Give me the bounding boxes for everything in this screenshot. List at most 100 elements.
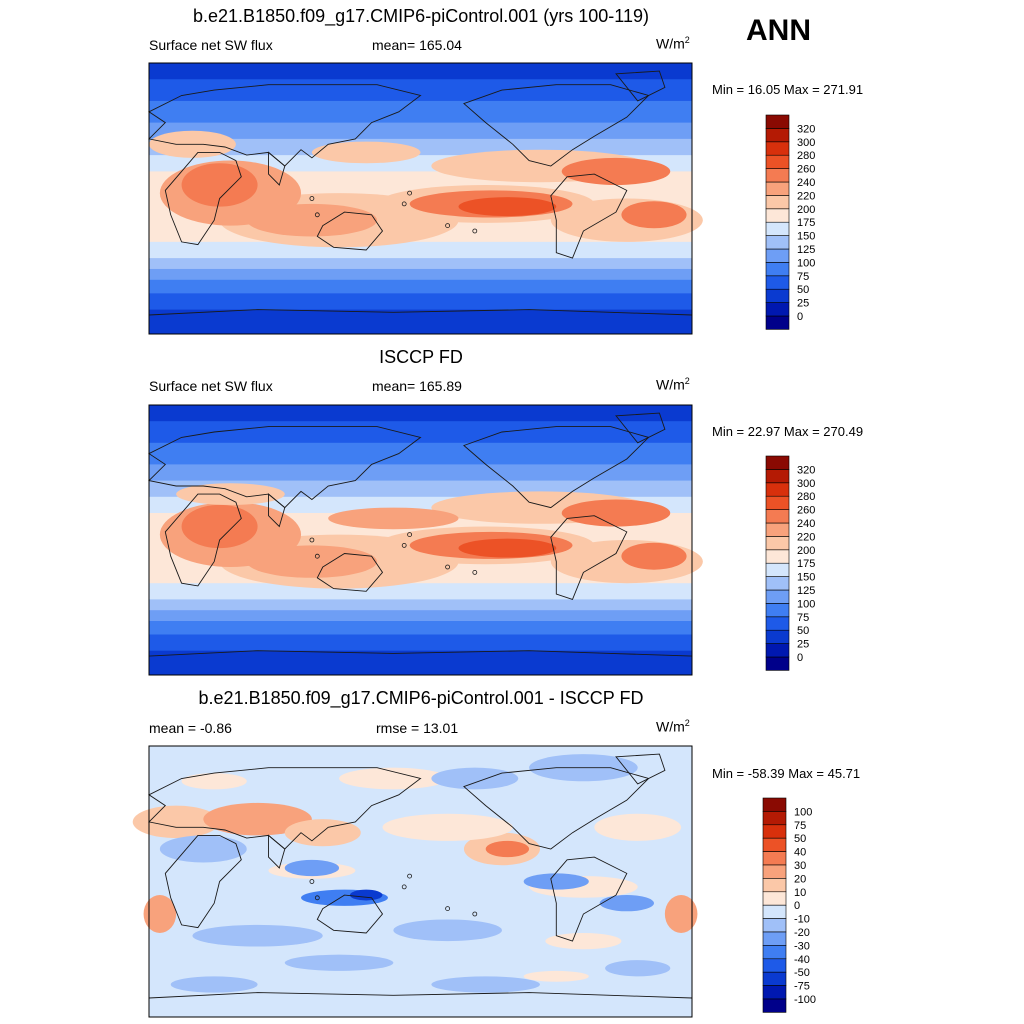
- field-contour: [328, 507, 459, 530]
- field-band: [149, 656, 692, 675]
- panel-2-units: W/m2: [656, 376, 690, 393]
- coastline: [309, 879, 315, 884]
- panel-3-minmax: Min = -58.39 Max = 45.71: [712, 766, 861, 781]
- field-contour: [523, 873, 589, 890]
- colorbar-box: [762, 797, 787, 812]
- coastline: [407, 532, 413, 538]
- colorbar-tick-label: 50: [797, 284, 809, 296]
- field-contour: [339, 767, 448, 790]
- colorbar-box: [765, 128, 790, 143]
- coastline: [463, 426, 650, 509]
- colorbar-box: [765, 629, 790, 644]
- colorbar-box: [765, 562, 790, 577]
- field-band: [149, 268, 692, 281]
- colorbar-tick-label: 300: [797, 478, 815, 490]
- field-contour: [621, 201, 687, 229]
- field-band: [149, 122, 692, 140]
- coastline: [164, 834, 242, 929]
- coastline: [314, 212, 320, 218]
- coastline: [148, 84, 422, 167]
- coastline: [615, 70, 666, 102]
- colorbar-box: [765, 114, 790, 129]
- coastline: [148, 992, 693, 999]
- coastline: [314, 553, 320, 559]
- map-frame: [148, 745, 693, 1018]
- field-band: [149, 599, 692, 611]
- colorbar-tick-label: 0: [794, 900, 800, 912]
- colorbar-box: [762, 891, 787, 906]
- panel-2-title: ISCCP FD: [379, 347, 463, 367]
- field-contour: [605, 960, 671, 977]
- colorbar-box: [762, 824, 787, 839]
- colorbar-box: [765, 656, 790, 671]
- coastline: [316, 894, 384, 934]
- coastline: [268, 493, 286, 528]
- colorbar-tick-label: 0: [797, 652, 803, 664]
- field-contour: [181, 163, 258, 207]
- coastline: [407, 190, 413, 196]
- colorbar-tick-label: 280: [797, 150, 815, 162]
- coastline: [463, 84, 650, 167]
- field-contour: [284, 819, 361, 847]
- colorbar-tick-label: 175: [797, 217, 815, 229]
- field-contour: [203, 802, 312, 836]
- coastline: [463, 767, 650, 850]
- coastline: [550, 856, 628, 942]
- coastline: [268, 151, 286, 186]
- coastline: [148, 650, 693, 657]
- field-contour: [561, 499, 671, 527]
- field-contour: [393, 919, 502, 942]
- coastline: [316, 553, 384, 592]
- colorbar-box: [765, 181, 790, 196]
- colorbar-box: [765, 536, 790, 551]
- coastline: [401, 542, 407, 548]
- field-contour: [458, 538, 557, 558]
- colorbar-tick-label: 150: [797, 231, 815, 243]
- field-contour: [485, 840, 530, 858]
- field-band: [149, 442, 692, 465]
- field-band: [149, 79, 692, 102]
- coastline: [148, 767, 422, 850]
- field-contour: [599, 895, 654, 912]
- colorbar-box: [765, 248, 790, 263]
- field-contour: [594, 813, 682, 841]
- coastline: [309, 537, 315, 543]
- colorbar-box: [765, 509, 790, 524]
- colorbar-box: [765, 455, 790, 470]
- colorbar-tick-label: 100: [794, 806, 812, 818]
- field-contour: [621, 542, 687, 570]
- colorbar-tick-label: 320: [797, 123, 815, 135]
- colorbar-box: [762, 878, 787, 893]
- colorbar-box: [765, 589, 790, 604]
- coastline: [407, 873, 413, 879]
- colorbar-tick-label: 75: [797, 271, 809, 283]
- coastline: [550, 515, 628, 600]
- panel-2-mean-label: mean= 165.89: [372, 378, 462, 394]
- field-contour: [523, 970, 589, 982]
- field-band: [149, 583, 692, 600]
- field-contour: [143, 895, 177, 933]
- field-contour: [545, 932, 622, 950]
- coastline: [164, 151, 242, 246]
- field-contour: [664, 895, 698, 933]
- colorbar-box: [765, 195, 790, 210]
- panel-2-variable-label: Surface net SW flux: [149, 378, 273, 394]
- colorbar-tick-label: -75: [794, 981, 810, 993]
- colorbar-box: [765, 168, 790, 183]
- panel-3-map: [132, 745, 698, 1018]
- colorbar-box: [765, 208, 790, 223]
- colorbar-tick-label: 200: [797, 545, 815, 557]
- season-label: ANN: [746, 14, 811, 47]
- colorbar-tick-label: 125: [797, 244, 815, 256]
- colorbar-box: [762, 918, 787, 933]
- colorbar-tick-label: -100: [794, 994, 816, 1006]
- colorbar-box: [762, 971, 787, 986]
- map-frame: [148, 62, 693, 335]
- coastline: [148, 426, 422, 509]
- coastline: [445, 564, 451, 570]
- field-contour: [311, 141, 421, 164]
- field-contour: [561, 157, 671, 185]
- field-band: [149, 405, 692, 422]
